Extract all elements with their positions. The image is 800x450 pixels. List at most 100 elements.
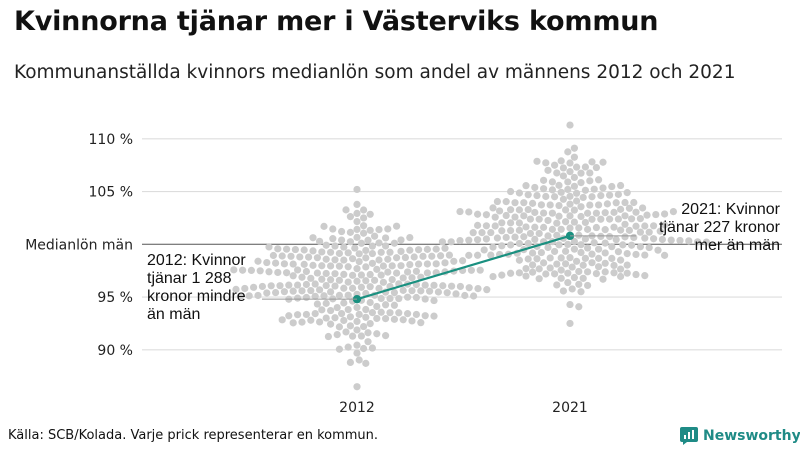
kommun-dot bbox=[263, 289, 271, 297]
kommun-dot bbox=[515, 226, 524, 234]
kommun-dot bbox=[322, 255, 330, 263]
kommun-dot bbox=[265, 268, 273, 276]
kommun-dot bbox=[254, 257, 262, 265]
kommun-dot bbox=[263, 258, 271, 267]
kommun-dot bbox=[645, 228, 653, 236]
kommun-dot bbox=[447, 238, 455, 246]
kommun-dot bbox=[465, 251, 473, 259]
kommun-dot bbox=[335, 276, 343, 284]
kommun-dot bbox=[311, 310, 319, 318]
kommun-dot bbox=[285, 281, 293, 289]
kommun-dot bbox=[357, 239, 365, 247]
kommun-dot bbox=[498, 219, 506, 227]
kommun-dot bbox=[465, 284, 473, 292]
kommun-dot bbox=[258, 282, 266, 291]
kommun-dot bbox=[564, 148, 572, 156]
kommun-dot bbox=[368, 344, 376, 352]
kommun-dot bbox=[493, 197, 501, 206]
kommun-dot bbox=[344, 291, 352, 299]
kommun-dot bbox=[384, 268, 392, 276]
kommun-dot bbox=[581, 235, 590, 243]
kommun-dot bbox=[344, 343, 352, 351]
kommun-dot bbox=[274, 268, 282, 277]
kommun-dot bbox=[294, 294, 302, 302]
kommun-dot bbox=[623, 249, 631, 258]
kommun-dot bbox=[562, 218, 570, 226]
kommun-dot bbox=[617, 226, 625, 234]
kommun-dot bbox=[588, 215, 596, 223]
kommun-dot bbox=[617, 205, 625, 213]
kommun-dot bbox=[522, 272, 530, 280]
kommun-dot bbox=[603, 200, 612, 208]
kommun-dot bbox=[531, 183, 539, 192]
kommun-dot bbox=[511, 233, 519, 241]
kommun-dot bbox=[423, 245, 431, 253]
kommun-dot bbox=[434, 288, 442, 296]
kommun-dot bbox=[661, 251, 669, 259]
kommun-dot bbox=[327, 276, 335, 284]
kommun-dot bbox=[610, 269, 618, 277]
kommun-dot bbox=[404, 293, 412, 301]
kommun-dot bbox=[311, 280, 319, 288]
kommun-dot bbox=[349, 332, 357, 340]
kommun-dot bbox=[360, 344, 368, 353]
kommun-dot bbox=[590, 185, 598, 193]
kommun-dot bbox=[570, 245, 579, 253]
kommun-dot bbox=[641, 272, 649, 280]
kommun-dot bbox=[296, 253, 304, 261]
kommun-dot bbox=[452, 290, 460, 298]
kommun-dot bbox=[601, 209, 609, 217]
kommun-dot bbox=[592, 209, 601, 217]
kommun-dot bbox=[522, 223, 530, 231]
kommun-dot bbox=[654, 246, 662, 254]
kommun-dot bbox=[595, 263, 603, 271]
kommun-dot bbox=[515, 219, 524, 227]
kommun-dot bbox=[331, 242, 339, 250]
kommun-dot bbox=[474, 285, 482, 293]
kommun-dot bbox=[597, 215, 605, 223]
kommun-dot bbox=[430, 296, 438, 305]
kommun-dot bbox=[353, 341, 361, 349]
kommun-dot bbox=[542, 159, 550, 167]
kommun-dot bbox=[498, 242, 506, 250]
kommun-dot bbox=[309, 234, 317, 242]
kommun-dot bbox=[373, 330, 381, 338]
kommun-dot bbox=[438, 238, 446, 246]
kommun-dot bbox=[377, 248, 385, 256]
kommun-dot bbox=[544, 232, 552, 240]
kommun-dot bbox=[606, 191, 614, 199]
chart-title: Kvinnorna tjänar mer i Västerviks kommun bbox=[14, 6, 659, 37]
kommun-dot bbox=[606, 233, 614, 241]
kommun-dot bbox=[564, 240, 572, 248]
kommun-dot bbox=[489, 204, 497, 212]
annotation-2021-line: 2021: Kvinnor bbox=[681, 201, 780, 218]
kommun-dot bbox=[570, 144, 579, 152]
kommun-dot bbox=[553, 231, 561, 239]
kommun-dot bbox=[318, 248, 326, 256]
kommun-dot bbox=[344, 278, 352, 286]
kommun-dot bbox=[575, 267, 583, 276]
kommun-dot bbox=[584, 209, 592, 217]
kommun-dot bbox=[333, 330, 341, 339]
kommun-dot bbox=[399, 316, 407, 324]
kommun-dot bbox=[393, 222, 401, 230]
kommun-dot bbox=[384, 225, 392, 233]
kommun-dot bbox=[590, 239, 598, 247]
kommun-dot bbox=[617, 256, 625, 264]
kommun-dot bbox=[548, 225, 557, 233]
kommun-dot bbox=[335, 345, 343, 353]
kommun-dot bbox=[566, 319, 574, 328]
kommun-dot bbox=[621, 233, 629, 241]
kommun-dot bbox=[316, 318, 324, 326]
kommun-dot bbox=[320, 222, 328, 230]
kommun-dot bbox=[329, 225, 337, 233]
kommun-dot bbox=[397, 262, 405, 270]
kommun-dot bbox=[614, 215, 623, 223]
kommun-dot bbox=[357, 283, 365, 291]
kommun-dot bbox=[526, 215, 535, 223]
kommun-dot bbox=[353, 200, 361, 209]
kommun-dot bbox=[524, 239, 532, 248]
kommun-dot bbox=[522, 264, 530, 273]
kommun-dot bbox=[426, 287, 434, 295]
kommun-dot bbox=[408, 287, 416, 295]
